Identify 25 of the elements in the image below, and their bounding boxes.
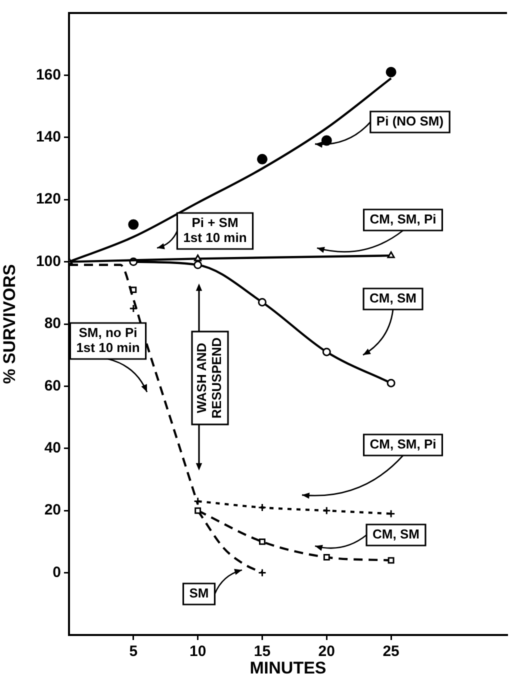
y-tick-label: 40	[44, 440, 61, 457]
annotation: CM, SM	[370, 290, 416, 306]
y-tick-label: 60	[44, 377, 61, 394]
annotation: Pi (NO SM)	[376, 114, 444, 129]
annotation: SM, no Pi 1st 10 min	[76, 325, 140, 356]
x-tick-label: 20	[318, 643, 335, 660]
x-tick-label: 10	[189, 643, 206, 660]
x-tick-label: 25	[382, 643, 400, 660]
y-tick-label: 80	[44, 315, 61, 332]
y-tick-label: 0	[52, 564, 61, 581]
y-tick-label: 120	[36, 190, 61, 208]
y-tick-label: 20	[44, 502, 61, 519]
annotation: Pi + SM 1st 10 min	[183, 215, 247, 246]
annotation: CM, SM, Pi	[370, 436, 436, 452]
annotation: WASH AND RESUSPEND	[194, 338, 224, 418]
annotation: SM	[189, 586, 209, 601]
x-tick-label: 5	[129, 643, 138, 660]
y-tick-label: 160	[36, 66, 61, 84]
x-tick-label: 15	[254, 643, 271, 660]
annotation: CM, SM	[372, 526, 420, 542]
x-axis-title: MINUTES	[250, 658, 326, 678]
y-tick-label: 140	[36, 128, 61, 146]
y-tick-label: 100	[36, 252, 61, 270]
annotation: CM, SM, Pi	[370, 212, 436, 227]
y-axis-title: % SURVIVORS	[0, 264, 19, 384]
